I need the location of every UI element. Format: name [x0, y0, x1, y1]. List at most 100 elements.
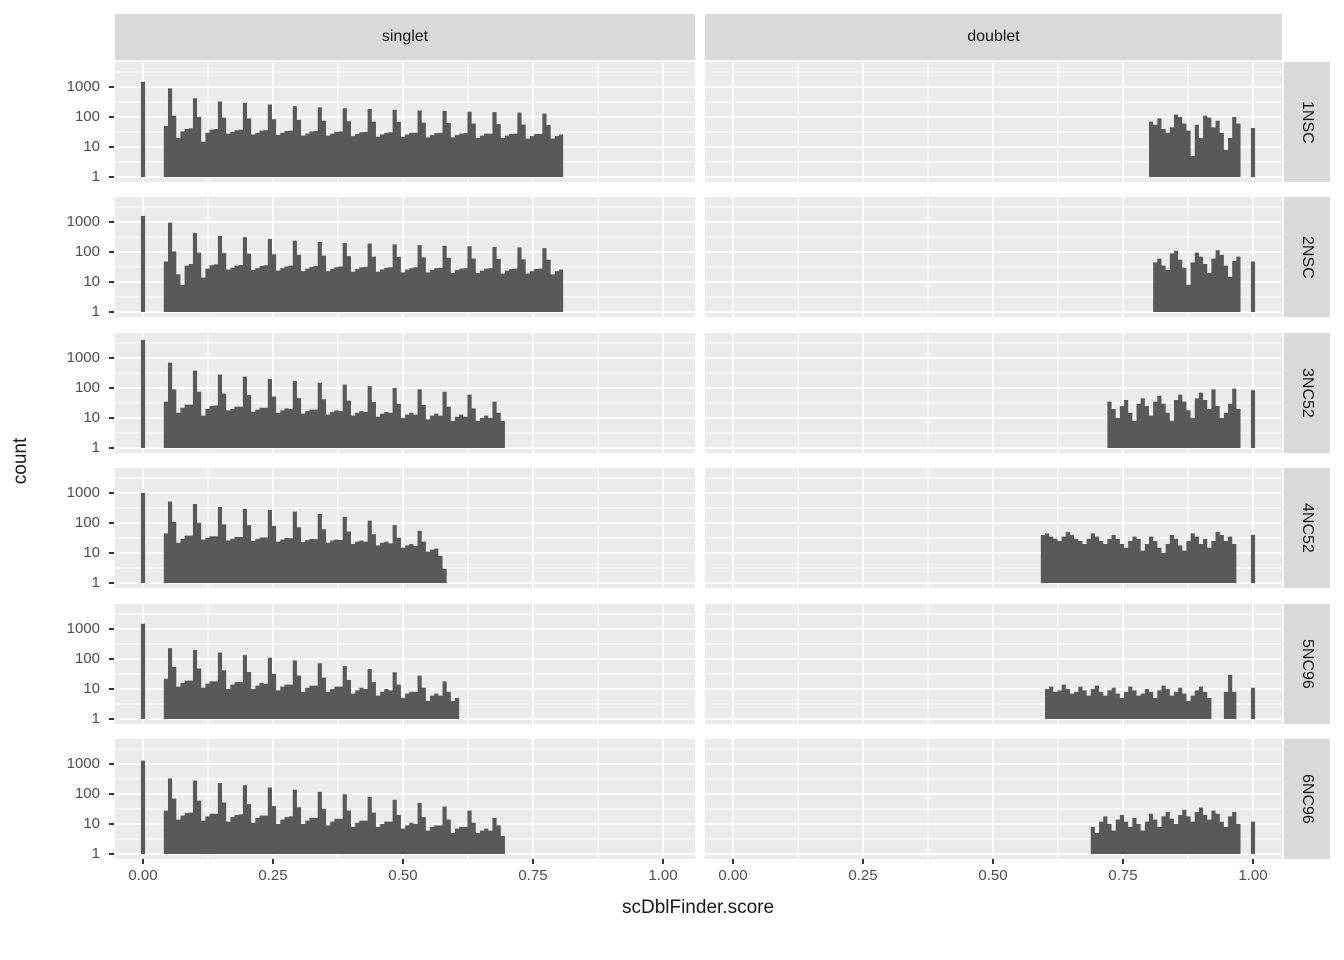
x-tick-label: 0.00 [718, 867, 748, 884]
x-tick-mark [532, 859, 534, 864]
panel-1NSC-doublet [705, 62, 1282, 182]
histogram-bars [1149, 114, 1256, 177]
y-tick-mark [109, 628, 114, 630]
y-tick-label: 10 [83, 815, 100, 832]
facet-row-strip-1NSC: 1NSC [1284, 62, 1330, 182]
y-tick-mark [109, 116, 114, 118]
x-tick-mark [142, 859, 144, 864]
panel-6NC96-doublet [705, 739, 1282, 859]
histogram-bars [140, 493, 447, 583]
facet-column-label: singlet [381, 28, 429, 45]
x-tick-mark [272, 859, 274, 864]
facet-column-label: doublet [967, 28, 1020, 45]
facet-row-label: 4NC52 [1299, 503, 1316, 553]
x-tick-mark [662, 859, 664, 864]
facet-column-strip-singlet: singlet [115, 14, 695, 60]
y-tick-mark [109, 582, 114, 584]
histogram-bars [140, 623, 460, 719]
y-tick-mark [109, 823, 114, 825]
y-tick-mark [109, 492, 114, 494]
y-tick-mark [109, 793, 114, 795]
facet-row-label: 6NC96 [1299, 774, 1316, 824]
facet-row-strip-6NC96: 6NC96 [1284, 739, 1330, 859]
y-tick-mark [109, 251, 114, 253]
x-tick-mark [1252, 859, 1254, 864]
histogram-bars [1090, 807, 1256, 854]
y-tick-label: 10 [83, 138, 100, 155]
facet-row-label: 1NSC [1299, 100, 1316, 144]
y-tick-label: 100 [74, 243, 100, 260]
x-tick-mark [1122, 859, 1124, 864]
x-tick-mark [402, 859, 404, 864]
panel-6NC96-singlet [115, 739, 695, 859]
y-tick-mark [109, 552, 114, 554]
y-tick-label: 100 [74, 650, 100, 667]
histogram-bars [140, 339, 505, 448]
y-tick-label: 100 [74, 379, 100, 396]
y-tick-mark [109, 417, 114, 419]
y-tick-label: 1000 [66, 620, 100, 637]
x-tick-label: 0.75 [1108, 867, 1138, 884]
x-tick-label: 1.00 [648, 867, 678, 884]
histogram-bars [1040, 532, 1256, 583]
y-tick-mark [109, 176, 114, 178]
y-tick-label: 1 [91, 303, 100, 320]
y-tick-mark [109, 763, 114, 765]
y-tick-label: 100 [74, 108, 100, 125]
x-tick-label: 0.75 [518, 867, 548, 884]
y-tick-mark [109, 86, 114, 88]
y-tick-label: 1 [91, 710, 100, 727]
x-tick-label: 0.50 [978, 867, 1008, 884]
y-tick-mark [109, 281, 114, 283]
y-tick-label: 10 [83, 680, 100, 697]
y-tick-label: 1000 [66, 78, 100, 95]
facet-column-strip-doublet: doublet [705, 14, 1282, 60]
panel-4NC52-doublet [705, 468, 1282, 588]
y-tick-label: 1 [91, 439, 100, 456]
histogram-bars [140, 215, 564, 312]
y-tick-label: 10 [83, 544, 100, 561]
x-tick-label: 0.25 [258, 867, 288, 884]
y-tick-label: 1000 [66, 349, 100, 366]
panel-2NSC-singlet [115, 197, 695, 317]
facet-row-strip-5NC96: 5NC96 [1284, 604, 1330, 724]
y-tick-mark [109, 688, 114, 690]
panel-2NSC-doublet [705, 197, 1282, 317]
x-tick-mark [862, 859, 864, 864]
x-axis-title: scDblFinder.score [621, 897, 775, 918]
histogram-bars [1045, 674, 1256, 719]
y-tick-mark [109, 658, 114, 660]
facet-row-label: 3NC52 [1299, 368, 1316, 418]
y-tick-mark [109, 221, 114, 223]
x-tick-label: 1.00 [1238, 867, 1268, 884]
y-tick-label: 10 [83, 273, 100, 290]
y-tick-label: 100 [74, 785, 100, 802]
panel-1NSC-singlet [115, 62, 695, 182]
facet-row-label: 5NC96 [1299, 639, 1316, 689]
y-tick-label: 1000 [66, 484, 100, 501]
histogram-bars [140, 760, 505, 854]
x-tick-mark [992, 859, 994, 864]
y-tick-mark [109, 718, 114, 720]
x-tick-label: 0.50 [388, 867, 418, 884]
y-tick-mark [109, 853, 114, 855]
y-tick-label: 10 [83, 409, 100, 426]
panel-5NC96-doublet [705, 604, 1282, 724]
y-tick-mark [109, 522, 114, 524]
panel-3NC52-singlet [115, 333, 695, 453]
facet-row-strip-2NSC: 2NSC [1284, 197, 1330, 317]
y-tick-mark [109, 447, 114, 449]
facet-row-label: 2NSC [1299, 235, 1316, 279]
y-tick-label: 1 [91, 574, 100, 591]
y-tick-mark [109, 311, 114, 313]
x-tick-label: 0.25 [848, 867, 878, 884]
y-tick-mark [109, 357, 114, 359]
y-tick-label: 1000 [66, 755, 100, 772]
x-tick-label: 0.00 [128, 867, 158, 884]
panel-3NC52-doublet [705, 333, 1282, 453]
facet-row-strip-4NC52: 4NC52 [1284, 468, 1330, 588]
y-tick-label: 100 [74, 514, 100, 531]
histogram-bars [140, 81, 564, 177]
y-tick-mark [109, 146, 114, 148]
